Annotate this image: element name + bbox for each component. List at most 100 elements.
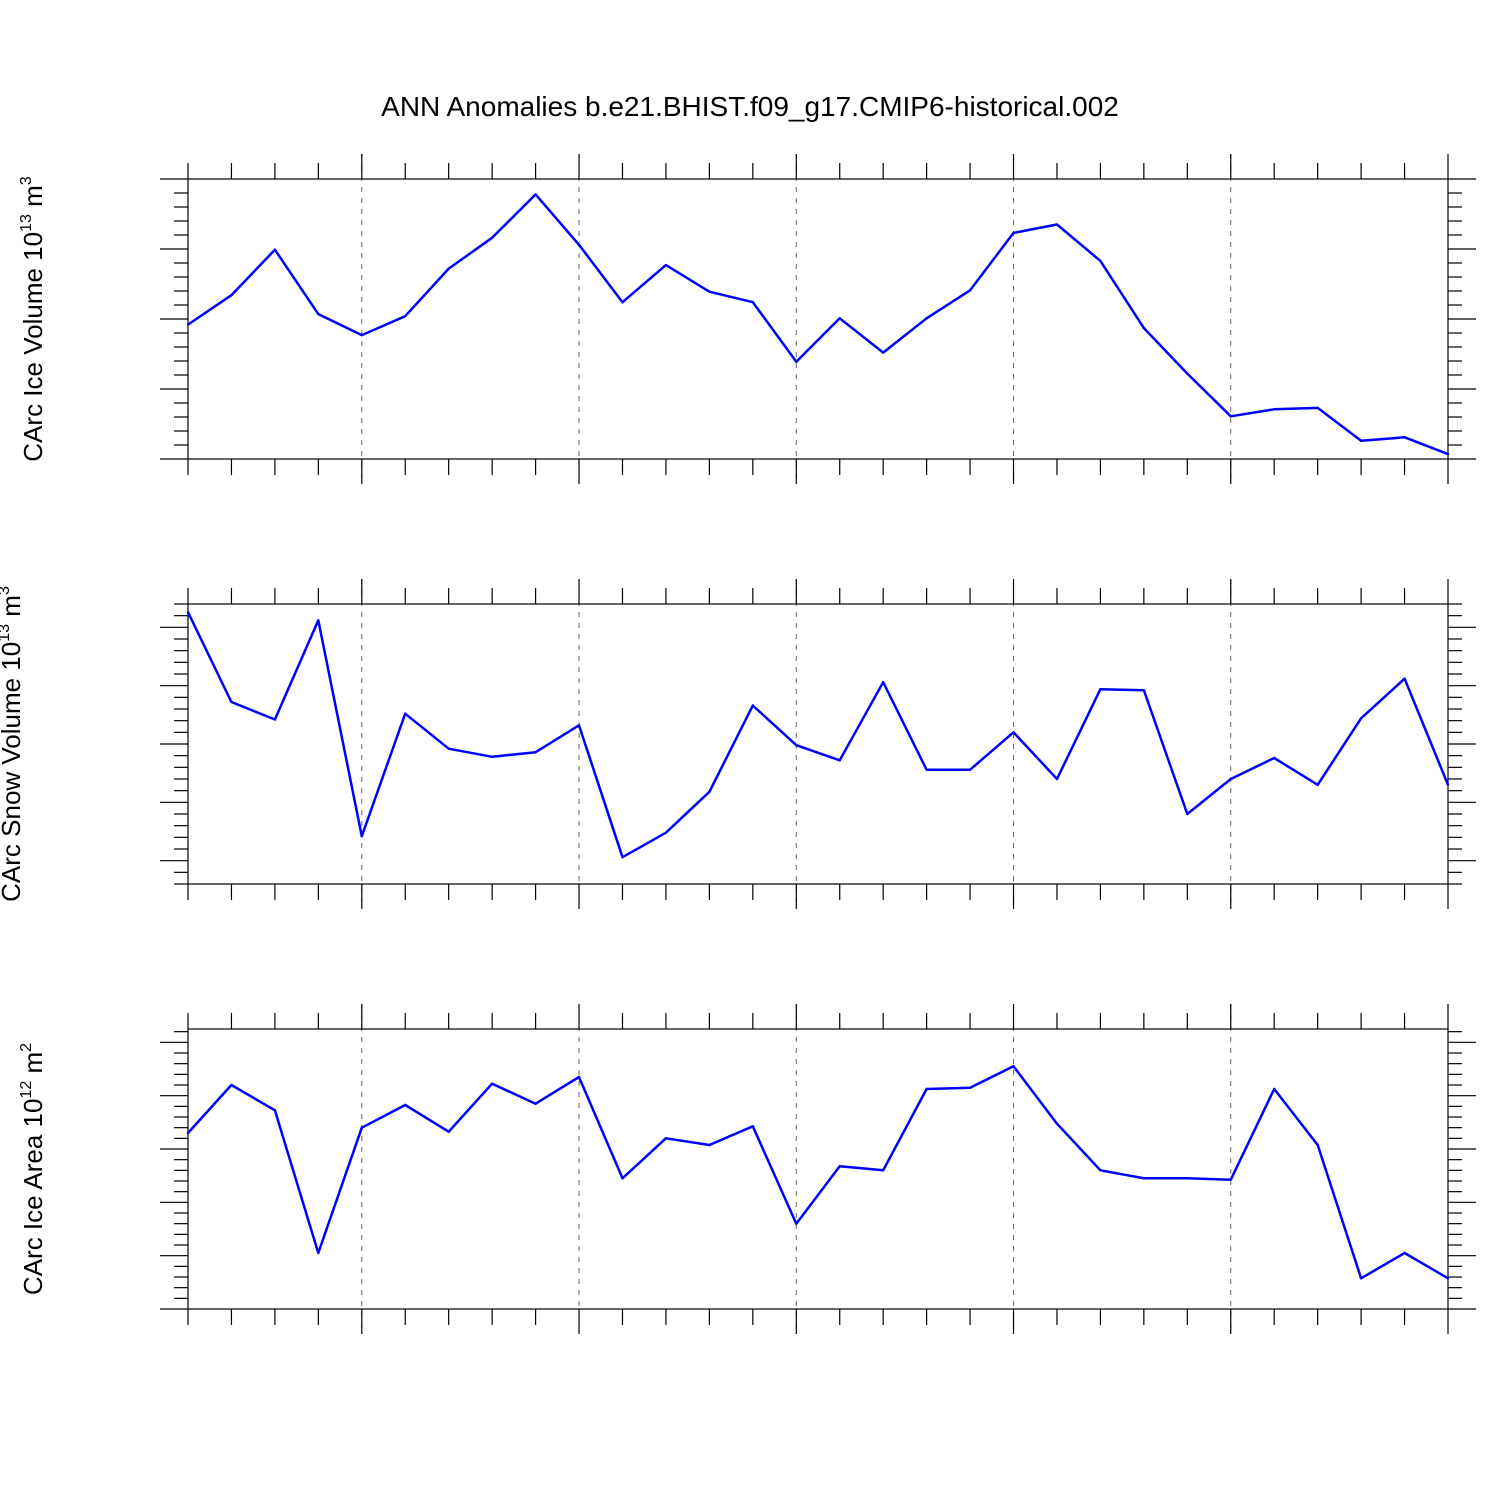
data-point: [1403, 677, 1406, 680]
series-line: [186, 611, 1450, 859]
series-line: [187, 193, 1449, 456]
plot-frame: [187, 1028, 1449, 1310]
data-point: [404, 1103, 407, 1107]
data-point: [1186, 812, 1189, 816]
y-axis-label-unit: m: [18, 1052, 48, 1081]
data-point: [1273, 408, 1276, 411]
data-point: [925, 317, 928, 320]
y-axis-label-unit-exponent: 3: [0, 586, 13, 595]
data-point: [925, 768, 928, 771]
data-point: [534, 750, 537, 754]
data-point: [1273, 1087, 1276, 1091]
y-axis-label: CArc Ice Volume 1013 m3: [18, 176, 48, 461]
data-point: [968, 768, 972, 771]
data-point: [360, 1126, 363, 1129]
chart-panel-1: CArc Ice Volume 1013 m3: [18, 154, 1476, 484]
data-point: [186, 1131, 190, 1135]
data-point: [317, 312, 320, 316]
data-point: [795, 360, 798, 363]
data-point: [968, 1086, 972, 1089]
chart-panel-3: CArc Ice Area 1012 m2: [18, 1004, 1476, 1334]
data-point: [1446, 452, 1450, 456]
data-point: [577, 243, 581, 246]
data-point: [838, 317, 841, 320]
data-point: [534, 193, 537, 196]
y-axis-label-unit: m: [18, 185, 48, 214]
data-point: [708, 1143, 711, 1147]
data-point: [1012, 1065, 1015, 1068]
data-point: [1055, 223, 1059, 226]
data-point: [1142, 689, 1146, 692]
y-axis-label-exponent: 13: [0, 624, 13, 642]
data-point: [273, 1109, 277, 1112]
data-point: [1099, 259, 1102, 263]
data-point: [751, 1125, 755, 1128]
y-axis-label: CArc Snow Volume 1013 m3: [0, 586, 26, 902]
data-point: [447, 1130, 450, 1133]
data-point: [1316, 1143, 1319, 1147]
data-point: [795, 743, 798, 747]
y-axis-label-exponent: 13: [18, 214, 35, 232]
data-point: [360, 834, 363, 838]
data-point: [273, 248, 277, 251]
data-point: [1099, 1169, 1102, 1172]
data-point: [838, 1165, 841, 1168]
data-point: [577, 1075, 581, 1079]
data-point: [230, 1083, 233, 1087]
data-point: [1446, 1277, 1450, 1280]
data-point: [1012, 231, 1015, 235]
data-point: [1316, 783, 1319, 787]
data-point: [404, 315, 407, 318]
data-point: [404, 712, 407, 715]
y-axis-label-unit-exponent: 3: [18, 176, 35, 185]
series-line: [187, 1065, 1449, 1280]
data-point: [881, 351, 885, 354]
data-point: [1229, 777, 1232, 781]
data-point: [490, 755, 494, 759]
data-point: [360, 333, 363, 337]
data-point: [1316, 406, 1319, 410]
data-point: [1273, 756, 1276, 760]
data-point: [1142, 1177, 1146, 1180]
y-axis-label-main: CArc Snow Volume 10: [0, 642, 26, 902]
figure-title: ANN Anomalies b.e21.BHIST.f09_g17.CMIP6-…: [381, 91, 1119, 122]
data-point: [186, 610, 190, 614]
data-point: [1359, 439, 1363, 442]
y-axis-label-main: CArc Ice Area 10: [18, 1099, 48, 1296]
data-point: [490, 236, 494, 239]
data-point: [1186, 372, 1189, 375]
data-point: [317, 619, 320, 622]
data-point: [1055, 777, 1059, 781]
data-point: [490, 1082, 494, 1085]
data-point: [838, 759, 841, 762]
data-point: [1359, 717, 1363, 720]
data-point: [1446, 783, 1450, 787]
data-point: [664, 263, 668, 267]
data-point: [621, 855, 624, 859]
data-point: [447, 267, 450, 270]
y-axis-label-exponent: 12: [18, 1081, 35, 1099]
data-point: [968, 289, 972, 292]
data-point: [1403, 1251, 1406, 1255]
data-point: [273, 718, 277, 721]
data-point: [1055, 1122, 1059, 1125]
chart-panel-2: CArc Snow Volume 1013 m3: [0, 579, 1476, 909]
data-point: [577, 724, 581, 727]
data-point: [1229, 1178, 1232, 1181]
data-point: [881, 1169, 885, 1172]
y-axis-label-unit-exponent: 2: [18, 1043, 35, 1052]
data-point: [664, 1137, 668, 1140]
panels: CArc Ice Volume 1013 m3 CArc Snow Volume …: [0, 154, 1476, 1334]
y-axis-label: CArc Ice Area 1012 m2: [18, 1043, 48, 1295]
data-point: [534, 1102, 537, 1105]
data-point: [1229, 415, 1232, 418]
data-point: [186, 323, 190, 326]
data-point: [1403, 436, 1406, 439]
data-point: [1012, 731, 1015, 734]
data-point: [230, 700, 233, 704]
y-axis-label-unit: m: [0, 595, 26, 624]
data-point: [751, 704, 755, 707]
data-point: [751, 301, 755, 304]
data-point: [230, 294, 233, 297]
